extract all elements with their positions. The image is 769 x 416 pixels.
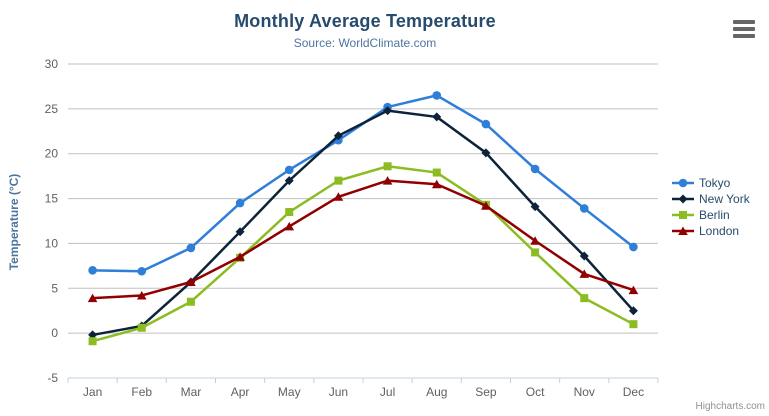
y-axis-tick-label: 0	[51, 326, 58, 340]
y-axis-tick-label: -5	[47, 371, 58, 385]
x-axis-tick-label: Jun	[329, 385, 348, 399]
hamburger-icon	[733, 20, 755, 24]
legend-label: London	[699, 224, 740, 238]
export-menu-button[interactable]	[733, 20, 757, 38]
series-new-york[interactable]	[88, 106, 638, 340]
y-axis-tick-label: 15	[45, 192, 59, 206]
credits-link[interactable]: Highcharts.com	[695, 401, 765, 412]
legend-item-london[interactable]: London	[672, 223, 750, 239]
x-axis-tick-label: Jul	[380, 385, 395, 399]
legend-item-new-york[interactable]: New York	[672, 191, 750, 207]
legend-label: Berlin	[699, 208, 730, 222]
y-axis-title: Temperature (°C)	[7, 173, 21, 271]
legend-item-berlin[interactable]: Berlin	[672, 207, 750, 223]
chart-subtitle: Source: WorldClimate.com	[293, 36, 437, 50]
series-line-berlin	[91, 165, 635, 343]
y-axis-tick-label: 5	[51, 281, 58, 295]
x-axis-tick-label: Mar	[181, 385, 202, 399]
x-axis-tick-label: Jan	[83, 385, 102, 399]
square-legend-icon	[672, 211, 694, 219]
series-line-tokyo	[91, 94, 635, 273]
y-axis-tick-label: 10	[45, 236, 59, 250]
y-axis-tick-label: 30	[45, 57, 59, 71]
triangle-legend-icon	[672, 226, 694, 235]
series-tokyo[interactable]	[88, 91, 638, 276]
legend-item-tokyo[interactable]: Tokyo	[672, 175, 750, 191]
series-london[interactable]	[87, 176, 639, 303]
series-line-new-york	[91, 109, 635, 337]
circle-legend-icon	[672, 178, 694, 188]
x-axis-tick-label: Nov	[574, 385, 595, 399]
x-axis-tick-label: May	[278, 385, 301, 399]
x-axis-tick-label: Feb	[131, 385, 152, 399]
series-line-london	[91, 179, 635, 300]
diamond-legend-icon	[672, 194, 694, 204]
legend-label: Tokyo	[699, 176, 731, 190]
legend: Tokyo New York Berlin London	[672, 175, 750, 239]
y-axis-tick-label: 20	[45, 147, 59, 161]
x-axis-tick-label: Sep	[475, 385, 497, 399]
chart-title: Monthly Average Temperature	[234, 11, 496, 31]
x-axis-tick-label: Dec	[623, 385, 644, 399]
x-axis-tick-label: Aug	[426, 385, 447, 399]
legend-label: New York	[699, 192, 750, 206]
x-axis-tick-label: Apr	[231, 385, 250, 399]
y-axis-tick-label: 25	[45, 102, 59, 116]
x-axis-tick-label: Oct	[526, 385, 545, 399]
